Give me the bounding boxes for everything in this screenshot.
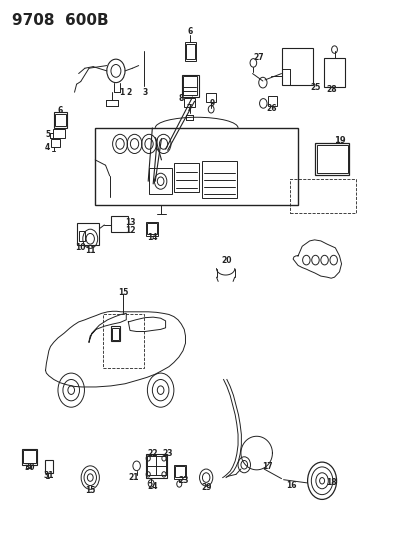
Text: 4: 4 <box>45 143 50 151</box>
Bar <box>102 314 144 368</box>
Bar <box>55 114 66 126</box>
Bar <box>111 216 128 232</box>
Bar <box>173 163 198 192</box>
Text: 9: 9 <box>209 100 214 108</box>
Bar <box>21 449 37 465</box>
Text: 15: 15 <box>118 288 128 296</box>
Bar <box>206 93 216 102</box>
Text: 10: 10 <box>75 243 85 252</box>
Bar <box>186 44 194 59</box>
Text: 28: 28 <box>325 85 336 94</box>
Text: 23: 23 <box>178 477 188 485</box>
Text: 18: 18 <box>325 479 336 487</box>
Bar <box>76 223 99 245</box>
Bar <box>175 466 185 477</box>
Bar <box>147 456 165 475</box>
Bar <box>51 139 60 147</box>
Bar <box>289 179 355 213</box>
Bar <box>281 48 312 85</box>
Text: 30: 30 <box>24 464 35 472</box>
Bar <box>112 328 119 340</box>
Text: 3: 3 <box>142 88 147 97</box>
Text: 31: 31 <box>43 471 54 480</box>
Text: 8: 8 <box>178 94 183 103</box>
Text: 29: 29 <box>200 483 211 492</box>
Text: 7: 7 <box>187 104 192 113</box>
Text: 27: 27 <box>253 53 263 62</box>
Text: 13: 13 <box>125 219 135 227</box>
Text: 6: 6 <box>58 107 63 115</box>
Text: 22: 22 <box>147 449 157 457</box>
Text: 2: 2 <box>126 88 131 97</box>
Text: 15: 15 <box>85 486 95 495</box>
Text: 19: 19 <box>334 136 345 145</box>
Bar <box>95 128 297 205</box>
Text: 1: 1 <box>119 88 123 97</box>
Bar <box>323 58 344 87</box>
Text: 11: 11 <box>85 246 95 255</box>
Bar <box>202 161 237 198</box>
Text: 24: 24 <box>147 482 157 490</box>
Bar <box>268 96 277 106</box>
Text: 25: 25 <box>309 83 320 92</box>
Bar <box>111 326 120 341</box>
Bar <box>315 143 349 175</box>
Bar <box>145 222 158 236</box>
Bar <box>45 460 53 473</box>
Bar <box>183 98 195 107</box>
Text: 26: 26 <box>265 104 276 112</box>
Text: 17: 17 <box>261 462 272 471</box>
Bar <box>149 168 171 194</box>
Text: 9708  600B: 9708 600B <box>12 13 109 28</box>
Text: 21: 21 <box>128 473 138 482</box>
Bar <box>54 112 67 128</box>
Text: 23: 23 <box>162 449 173 457</box>
Bar <box>53 129 64 138</box>
Bar <box>23 450 36 463</box>
Text: 5: 5 <box>45 130 50 139</box>
Bar <box>185 42 195 61</box>
Bar <box>182 75 198 97</box>
Bar <box>145 454 167 478</box>
Text: 20: 20 <box>221 256 232 264</box>
Bar <box>173 465 186 479</box>
Text: 14: 14 <box>146 233 157 242</box>
Bar <box>147 223 157 234</box>
Bar <box>183 76 197 95</box>
Bar <box>316 145 347 173</box>
Text: 6: 6 <box>188 28 192 36</box>
Bar <box>79 231 85 241</box>
Text: 16: 16 <box>286 481 297 489</box>
Text: 12: 12 <box>125 226 135 235</box>
